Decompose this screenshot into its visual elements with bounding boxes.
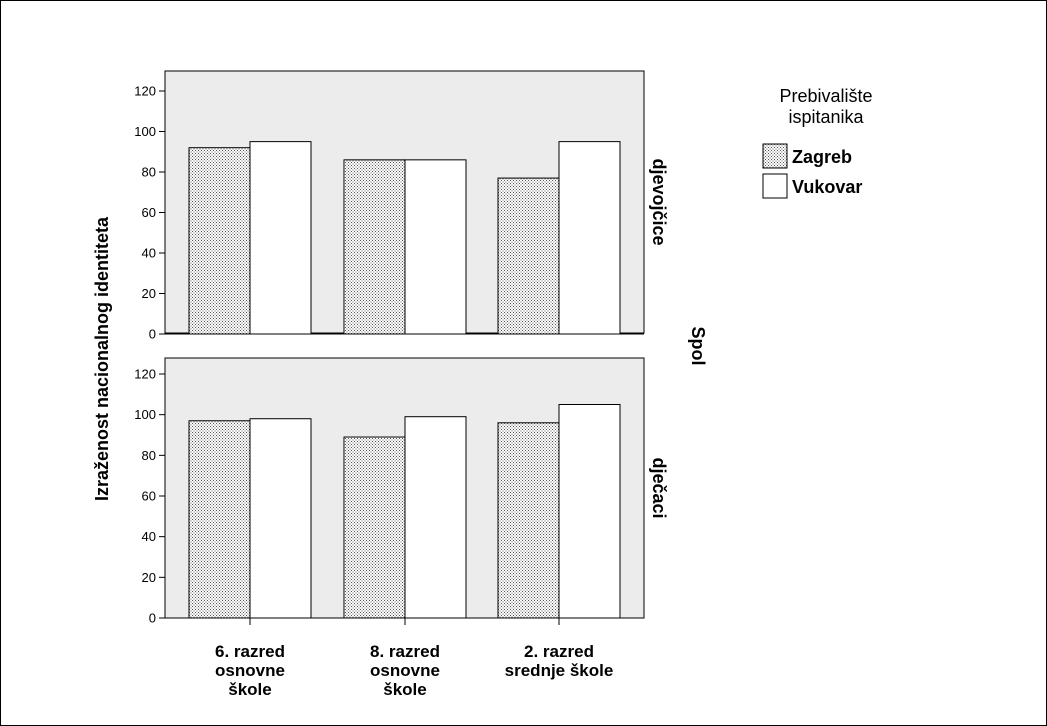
category-label: srednje škole bbox=[505, 661, 614, 680]
bar-vukovar-2 bbox=[404, 416, 467, 619]
y-tick-label: 0 bbox=[149, 327, 156, 342]
y-tick-label: 80 bbox=[142, 448, 156, 463]
y-tick-label: 100 bbox=[134, 407, 156, 422]
y-tick-label: 80 bbox=[142, 165, 156, 180]
legend-title: Prebivalište bbox=[779, 86, 872, 106]
bar-zagreb-1 bbox=[188, 420, 251, 619]
legend-swatch-zagreb bbox=[762, 143, 788, 169]
y-tick-label: 120 bbox=[134, 84, 156, 99]
category-label: osnovne bbox=[370, 661, 440, 680]
panel-label: djevojčice bbox=[649, 158, 669, 245]
bar-vukovar-2 bbox=[404, 159, 467, 335]
y-tick-label: 60 bbox=[142, 205, 156, 220]
bar-zagreb-3 bbox=[497, 422, 560, 619]
legend-title: ispitanika bbox=[788, 107, 864, 127]
category-label: 8. razred bbox=[370, 642, 440, 661]
category-label: škole bbox=[228, 680, 271, 699]
bar-zagreb-2 bbox=[343, 436, 406, 619]
panel-djecaci: 0 20 40 60 80 100 120 dječaci bbox=[134, 357, 669, 626]
bar-vukovar-3 bbox=[558, 141, 621, 335]
category-label: 2. razred bbox=[524, 642, 594, 661]
legend-label-zagreb: Zagreb bbox=[792, 147, 852, 167]
row-variable-title: Spol bbox=[688, 327, 708, 366]
y-tick-label: 20 bbox=[142, 286, 156, 301]
panel-label: dječaci bbox=[649, 457, 669, 518]
bar-zagreb-2 bbox=[343, 159, 406, 335]
y-tick-label: 20 bbox=[142, 570, 156, 585]
bar-zagreb-1 bbox=[188, 147, 251, 335]
category-label: 6. razred bbox=[215, 642, 285, 661]
bar-vukovar-1 bbox=[249, 418, 312, 619]
bar-vukovar-3 bbox=[558, 404, 621, 619]
category-label: škole bbox=[383, 680, 426, 699]
bar-zagreb-3 bbox=[497, 177, 560, 335]
panel-djevojcice: 0 20 40 60 80 100 120 djevojčice bbox=[134, 70, 669, 342]
y-tick-label: 40 bbox=[142, 529, 156, 544]
y-tick-label: 0 bbox=[149, 611, 156, 626]
y-tick-label: 60 bbox=[142, 489, 156, 504]
y-tick-label: 40 bbox=[142, 246, 156, 261]
y-tick-label: 120 bbox=[134, 367, 156, 382]
legend-swatch-vukovar bbox=[762, 173, 788, 199]
bar-vukovar-1 bbox=[249, 141, 312, 335]
y-tick-label: 100 bbox=[134, 124, 156, 139]
category-label: osnovne bbox=[215, 661, 285, 680]
legend-label-vukovar: Vukovar bbox=[792, 177, 862, 197]
y-axis-title: Izraženost nacionalnog identiteta bbox=[92, 216, 112, 501]
